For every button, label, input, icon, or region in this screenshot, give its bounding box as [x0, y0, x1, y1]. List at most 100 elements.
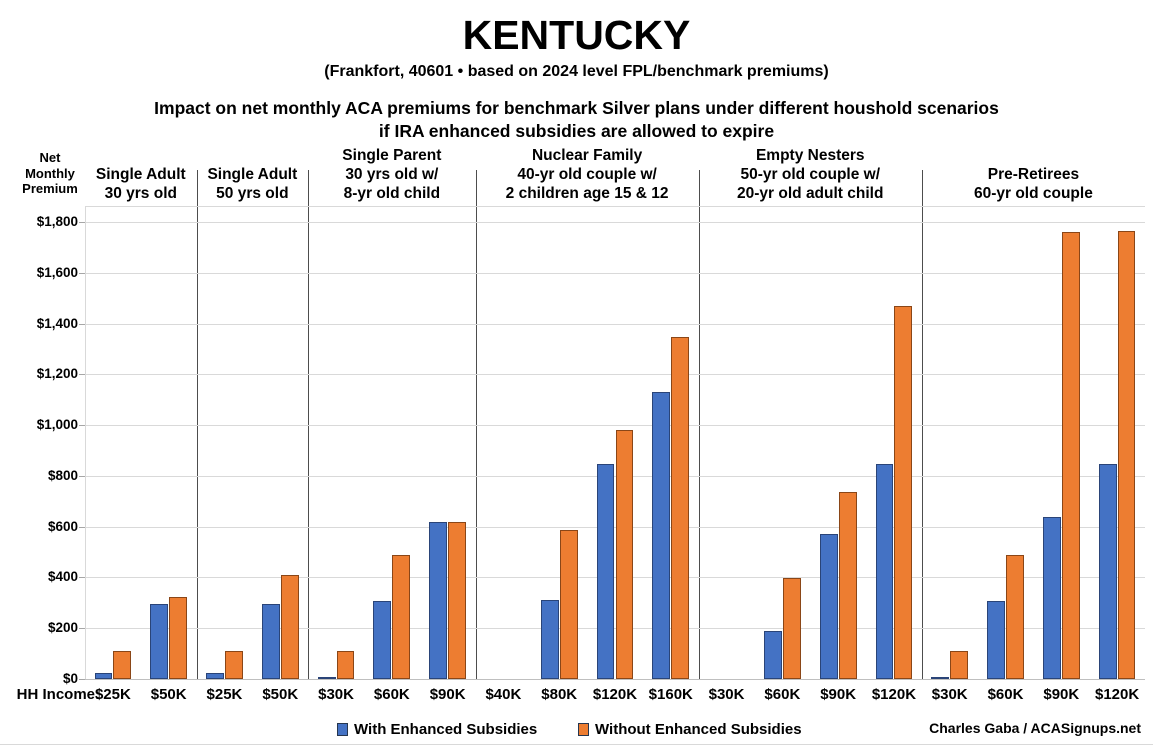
x-axis-tick-label: $30K	[318, 686, 354, 703]
bar-with-enhanced-subsidies	[261, 604, 280, 679]
y-axis-tick-label: $1,200	[36, 366, 78, 382]
group-header-line-2: 50-yr old couple w/	[740, 166, 881, 183]
legend-swatch-orange-icon	[578, 723, 589, 736]
gridline	[85, 577, 1145, 579]
legend-label-with-subsidies: With Enhanced Subsidies	[354, 721, 538, 738]
x-axis-tick-label: $80K	[541, 686, 578, 703]
chart-description: Impact on net monthly ACA premiums for b…	[0, 83, 1153, 143]
bar-with-enhanced-subsidies	[94, 673, 113, 679]
bar-without-enhanced-subsidies	[894, 305, 913, 679]
y-axis-tick-label: $200	[47, 620, 78, 636]
y-axis-tick-mark	[79, 577, 85, 579]
gridline	[85, 628, 1145, 630]
bottom-divider	[0, 744, 1153, 745]
group-separator	[922, 170, 923, 679]
y-axis-caption: Net Monthly Premium	[14, 150, 86, 197]
group-header: Pre-Retirees 60-yr old couple	[910, 165, 1153, 203]
bar-without-enhanced-subsidies	[392, 554, 411, 679]
bar-without-enhanced-subsidies	[1061, 231, 1080, 679]
gridline	[85, 526, 1145, 528]
y-axis-tick-label: $800	[47, 467, 78, 483]
group-separator	[308, 170, 309, 679]
y-axis-tick-mark	[79, 526, 85, 528]
x-axis-caption: HH Income:	[16, 686, 100, 703]
group-header-line-2: 30 yrs old w/	[345, 166, 439, 183]
group-header-line-2: 30 yrs old	[104, 185, 177, 202]
group-header-line-2: 40-yr old couple w/	[517, 166, 657, 183]
group-header-line-3: 20-yr old adult child	[737, 185, 884, 202]
y-axis-tick-mark	[79, 374, 85, 376]
x-axis-tick-label: $50K	[262, 686, 299, 703]
group-header-line-1: Single Adult	[207, 166, 298, 183]
bar-without-enhanced-subsidies	[280, 575, 299, 679]
gridline	[85, 374, 1145, 376]
group-separator	[197, 170, 198, 679]
credit-line: Charles Gaba / ACASignups.net	[929, 720, 1141, 736]
group-header-line-1: Pre-Retirees	[987, 166, 1080, 183]
group-separator	[699, 170, 700, 679]
y-axis-tick-mark	[79, 425, 85, 427]
bar-without-enhanced-subsidies	[113, 651, 132, 679]
x-axis-tick-label: $50K	[150, 686, 187, 703]
x-axis-tick-label: $90K	[429, 686, 466, 703]
title-block: KENTUCKY (Frankfort, 40601 • based on 20…	[0, 0, 1153, 143]
bar-with-enhanced-subsidies	[819, 534, 838, 679]
bar-without-enhanced-subsidies	[838, 492, 857, 679]
group-header-line-3: 8-yr old child	[343, 185, 441, 202]
group-header-line-2: 60-yr old couple	[973, 185, 1093, 202]
plot-top-border	[85, 206, 1145, 207]
legend-item-without-subsidies: Without Enhanced Subsidies	[578, 721, 802, 738]
y-axis-tick-mark	[79, 222, 85, 223]
x-axis-tick-label: $60K	[987, 686, 1024, 703]
group-header: Nuclear Family 40-yr old couple w/2 child…	[464, 146, 711, 203]
bar-without-enhanced-subsidies	[615, 430, 634, 679]
bar-without-enhanced-subsidies	[782, 577, 801, 679]
x-axis-tick-label: $25K	[94, 686, 131, 703]
bar-without-enhanced-subsidies	[1117, 231, 1136, 679]
bars-layer	[0, 222, 1153, 679]
x-axis-tick-label: $60K	[373, 686, 410, 703]
y-axis-tick-label: $600	[47, 518, 78, 534]
bar-with-enhanced-subsidies	[373, 601, 392, 679]
y-axis-tick-label: $0	[62, 671, 78, 686]
group-separator	[476, 170, 477, 679]
bar-without-enhanced-subsidies	[448, 522, 466, 679]
group-header-line-1: Single Adult	[95, 166, 186, 183]
y-axis-tick-label: $1,800	[36, 214, 78, 229]
group-header-line-1: Single Parent	[342, 147, 442, 164]
y-axis-tick-mark	[79, 679, 85, 680]
y-axis-caption-line-2: Monthly	[25, 165, 75, 181]
bar-with-enhanced-subsidies	[652, 391, 671, 679]
group-header: Empty Nesters 50-yr old couple w/20-yr ol…	[687, 146, 934, 203]
bar-with-enhanced-subsidies	[1098, 463, 1117, 679]
y-axis-tick-mark	[79, 323, 85, 325]
group-header: Single Adult 30 yrs old	[73, 165, 209, 203]
x-axis-tick-label: $90K	[1043, 686, 1080, 703]
x-axis-tick-label: $90K	[820, 686, 857, 703]
y-axis-tick-label: $1,600	[36, 264, 78, 280]
y-axis-tick-label: $1,000	[36, 417, 78, 433]
bar-with-enhanced-subsidies	[596, 463, 615, 679]
bar-with-enhanced-subsidies	[764, 631, 782, 679]
group-header: Single Adult 50 yrs old	[185, 165, 321, 203]
x-axis-tick-label: $120K	[1094, 686, 1140, 703]
chart-description-line-2: if IRA enhanced subsidies are allowed to…	[378, 121, 775, 141]
chart-subtitle: (Frankfort, 40601 • based on 2024 level …	[324, 63, 829, 80]
chart-description-line-1: Impact on net monthly ACA premiums for b…	[154, 98, 999, 118]
x-axis-tick-label: $30K	[931, 686, 968, 703]
x-axis-tick-label: $120K	[871, 686, 917, 703]
x-axis-tick-label: $40K	[485, 686, 522, 703]
bar-without-enhanced-subsidies	[169, 596, 188, 679]
group-header-line-3: 2 children age 15 & 12	[505, 185, 669, 202]
group-header-line-2: 50 yrs old	[216, 185, 289, 202]
x-axis-tick-label: $120K	[592, 686, 638, 703]
bar-without-enhanced-subsidies	[224, 651, 243, 679]
gridline	[85, 323, 1145, 325]
bar-without-enhanced-subsidies	[559, 529, 578, 679]
bar-with-enhanced-subsidies	[987, 601, 1006, 679]
legend-swatch-blue-icon	[337, 723, 348, 736]
x-axis-tick-label: $25K	[206, 686, 243, 703]
bar-with-enhanced-subsidies	[875, 463, 894, 679]
